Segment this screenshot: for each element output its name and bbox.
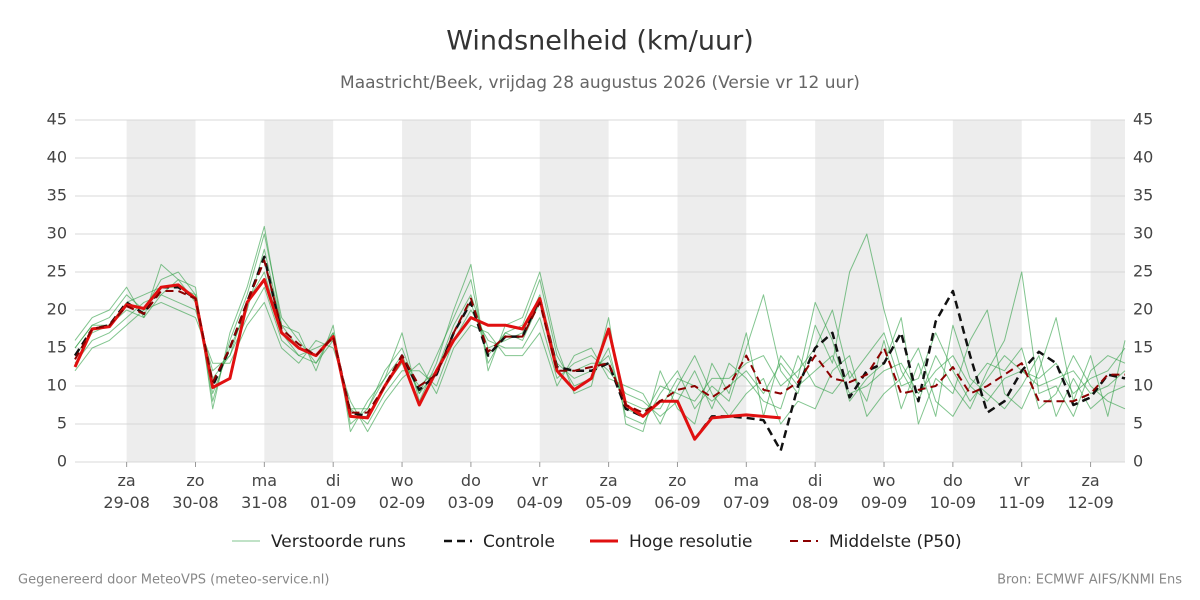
x-tick-label-line: vr — [1014, 471, 1030, 490]
x-tick-label-line: di — [326, 471, 341, 490]
day-shade — [815, 120, 885, 462]
x-tick-label-line: ma — [734, 471, 759, 490]
y-tick-label: 15 — [47, 338, 67, 357]
x-tick-label-line: zo — [668, 471, 686, 490]
y-tick-label: 30 — [47, 224, 67, 243]
x-tick-label-line: 06-09 — [654, 493, 701, 512]
x-tick-label-line: 12-09 — [1067, 493, 1114, 512]
x-tick-label-line: do — [461, 471, 481, 490]
footer-left: Gegenereerd door MeteoVPS (meteo-service… — [18, 573, 329, 588]
day-shade — [952, 120, 1022, 462]
y2-tick-label: 15 — [1133, 338, 1153, 357]
x-tick-label-line: wo — [873, 471, 896, 490]
y-tick-label: 35 — [47, 186, 67, 205]
x-tick-label-line: di — [808, 471, 823, 490]
footer-right: Bron: ECMWF AIFS/KNMI Ens — [997, 573, 1182, 588]
x-tick-label: zo 30-08 — [172, 471, 219, 512]
legend-label: Middelste (P50) — [829, 532, 962, 552]
y-tick-label: 25 — [47, 262, 67, 281]
day-shade — [264, 120, 334, 462]
x-tick-label: vr 04-09 — [517, 471, 564, 512]
x-tick-label: za 29-08 — [103, 471, 150, 512]
x-tick-label-line: za — [1081, 471, 1099, 490]
legend-label: Controle — [483, 532, 555, 552]
x-tick-label-line: 30-08 — [172, 493, 219, 512]
y2-tick-label: 40 — [1133, 148, 1153, 167]
y2-tick-label: 45 — [1133, 110, 1153, 129]
x-tick-label-line: 31-08 — [241, 493, 288, 512]
x-tick-label: zo 06-09 — [654, 471, 701, 512]
y-tick-label: 20 — [47, 300, 67, 319]
y2-tick-label: 20 — [1133, 300, 1153, 319]
x-tick-label: do 10-09 — [930, 471, 977, 512]
x-tick-label-line: do — [943, 471, 963, 490]
x-tick-label: za 05-09 — [585, 471, 632, 512]
day-shade — [539, 120, 609, 462]
x-tick-label: ma 07-09 — [723, 471, 770, 512]
x-tick-label-line: 02-09 — [379, 493, 426, 512]
y-tick-label: 45 — [47, 110, 67, 129]
y2-tick-label: 25 — [1133, 262, 1153, 281]
x-tick-label-line: za — [118, 471, 136, 490]
y-tick-label: 10 — [47, 376, 67, 395]
x-tick-label: wo 02-09 — [379, 471, 426, 512]
x-tick-label: do 03-09 — [448, 471, 495, 512]
x-tick-label: wo 09-09 — [861, 471, 908, 512]
y2-tick-label: 30 — [1133, 224, 1153, 243]
x-tick-label-line: 08-09 — [792, 493, 839, 512]
day-shade — [1090, 120, 1125, 462]
chart-title: Windsnelheid (km/uur) — [446, 26, 754, 57]
x-tick-label: di 01-09 — [310, 471, 357, 512]
x-tick-label-line: 11-09 — [998, 493, 1045, 512]
x-tick-label-line: zo — [186, 471, 204, 490]
x-tick-label: za 12-09 — [1067, 471, 1114, 512]
y2-tick-label: 35 — [1133, 186, 1153, 205]
day-shade — [402, 120, 471, 462]
chart-subtitle: Maastricht/Beek, vrijdag 28 augustus 202… — [340, 73, 860, 93]
y2-tick-label: 5 — [1133, 414, 1143, 433]
x-tick-label: ma 31-08 — [241, 471, 288, 512]
x-tick-label: di 08-09 — [792, 471, 839, 512]
y-tick-label: 40 — [47, 148, 67, 167]
x-tick-label-line: 07-09 — [723, 493, 770, 512]
x-tick-label-line: 03-09 — [448, 493, 495, 512]
legend-label: Hoge resolutie — [629, 532, 753, 552]
x-tick-label-line: za — [600, 471, 618, 490]
x-tick-label-line: vr — [532, 471, 548, 490]
x-tick-label-line: ma — [252, 471, 277, 490]
y2-tick-label: 10 — [1133, 376, 1153, 395]
x-tick-label-line: 10-09 — [930, 493, 977, 512]
y-tick-label: 0 — [57, 452, 67, 471]
y-tick-label: 5 — [57, 414, 67, 433]
x-tick-label-line: 01-09 — [310, 493, 357, 512]
x-tick-label-line: 29-08 — [103, 493, 150, 512]
x-tick-label-line: 05-09 — [585, 493, 632, 512]
x-tick-label-line: 09-09 — [861, 493, 908, 512]
x-tick-label: vr 11-09 — [998, 471, 1045, 512]
y2-tick-label: 0 — [1133, 452, 1143, 471]
series-line — [74, 259, 1125, 414]
x-tick-label-line: 04-09 — [517, 493, 564, 512]
x-tick-label-line: wo — [391, 471, 414, 490]
legend-label: Verstoorde runs — [271, 532, 406, 552]
day-shade — [677, 120, 747, 462]
